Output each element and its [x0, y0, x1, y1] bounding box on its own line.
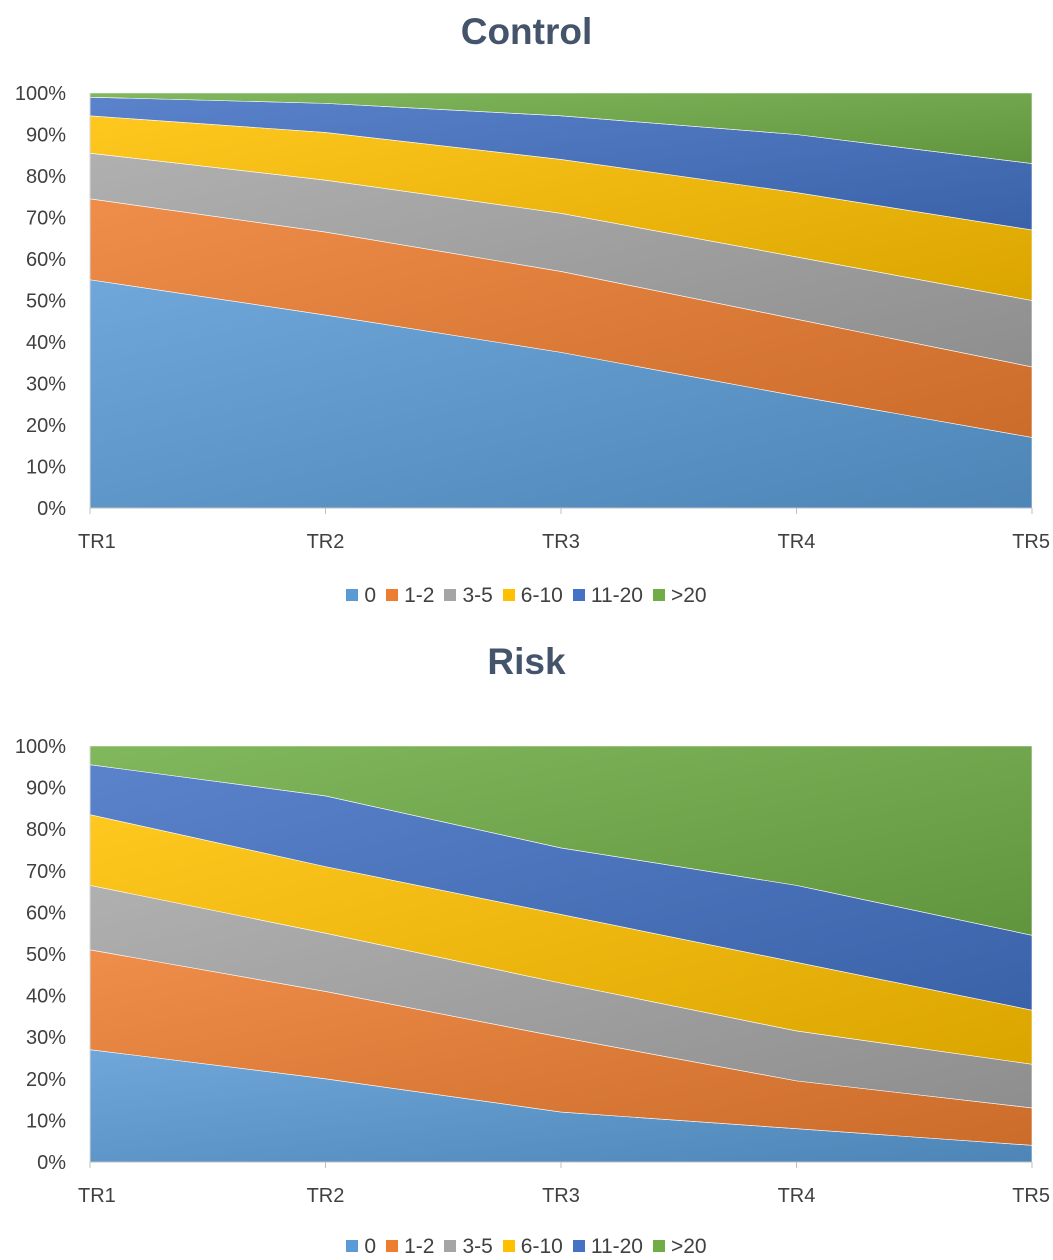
x-tick-label: TR1	[78, 1185, 116, 1207]
x-tick-label: TR3	[542, 531, 580, 553]
chart-plot-area: 0% 10% 20% 30% 40% 50% 60% 70% 80% 90% 100% TR1 TR2 T…	[0, 0, 1053, 630]
control-chart: Control 0% 10% 20% 30% 40% 50% 60% 70% 80% 90% 100…	[0, 0, 1053, 630]
legend-item: 1-2	[386, 1235, 434, 1259]
legend-item: 0	[346, 584, 376, 608]
legend-swatch	[346, 1240, 358, 1252]
legend-swatch	[503, 589, 515, 601]
y-tick-label: 100%	[15, 736, 66, 758]
legend-item: >20	[653, 584, 707, 608]
legend-swatch	[444, 1240, 456, 1252]
y-tick-label: 70%	[26, 861, 66, 883]
chart-plot-area: 0% 10% 20% 30% 40% 50% 60% 70% 80% 90% 100% TR1 TR2 T…	[0, 630, 1053, 1260]
legend-swatch	[503, 1240, 515, 1252]
y-tick-label: 10%	[26, 1110, 66, 1132]
chart-legend: 0 1-2 3-5 6-10 11-20 >20	[0, 1235, 1053, 1259]
x-tick-label: TR4	[778, 1185, 816, 1207]
legend-item: 11-20	[573, 1235, 643, 1259]
legend-item: >20	[653, 1235, 707, 1259]
legend-label: >20	[671, 1235, 707, 1258]
y-tick-label: 40%	[26, 986, 66, 1008]
x-tick-label: TR1	[78, 531, 116, 553]
legend-item: 3-5	[444, 584, 492, 608]
y-tick-label: 60%	[26, 902, 66, 924]
y-tick-label: 80%	[26, 819, 66, 841]
legend-swatch	[444, 589, 456, 601]
y-tick-label: 90%	[26, 125, 66, 147]
y-tick-label: 50%	[26, 291, 66, 313]
y-tick-label: 70%	[26, 208, 66, 230]
legend-item: 0	[346, 1235, 376, 1259]
chart-legend: 0 1-2 3-5 6-10 11-20 >20	[0, 584, 1053, 608]
legend-swatch	[386, 589, 398, 601]
y-tick-label: 20%	[26, 1069, 66, 1091]
legend-label: 3-5	[462, 584, 492, 607]
legend-label: 6-10	[521, 1235, 563, 1258]
legend-swatch	[653, 1240, 665, 1252]
legend-label: 3-5	[462, 1235, 492, 1258]
x-tick-label: TR3	[542, 1185, 580, 1207]
y-tick-label: 80%	[26, 166, 66, 188]
y-tick-label: 0%	[37, 1152, 66, 1174]
y-tick-label: 20%	[26, 415, 66, 437]
legend-label: 0	[364, 584, 376, 607]
y-tick-label: 30%	[26, 1027, 66, 1049]
x-tick-label: TR5	[1012, 531, 1050, 553]
x-tick-label: TR5	[1012, 1185, 1050, 1207]
legend-swatch	[573, 1240, 585, 1252]
legend-label: 1-2	[404, 1235, 434, 1258]
legend-label: 6-10	[521, 584, 563, 607]
x-tick-label: TR4	[778, 531, 816, 553]
legend-item: 3-5	[444, 1235, 492, 1259]
y-tick-label: 60%	[26, 249, 66, 271]
legend-item: 6-10	[503, 584, 563, 608]
legend-label: 1-2	[404, 584, 434, 607]
y-tick-label: 0%	[37, 498, 66, 520]
legend-item: 1-2	[386, 584, 434, 608]
y-tick-label: 30%	[26, 374, 66, 396]
y-tick-label: 100%	[15, 83, 66, 105]
legend-swatch	[573, 589, 585, 601]
y-tick-label: 10%	[26, 457, 66, 479]
legend-label: 11-20	[591, 584, 643, 607]
legend-swatch	[653, 589, 665, 601]
y-tick-label: 40%	[26, 332, 66, 354]
legend-swatch	[346, 589, 358, 601]
y-tick-label: 90%	[26, 778, 66, 800]
x-tick-label: TR2	[307, 531, 345, 553]
y-tick-label: 50%	[26, 944, 66, 966]
legend-item: 6-10	[503, 1235, 563, 1259]
legend-label: >20	[671, 584, 707, 607]
legend-label: 0	[364, 1235, 376, 1258]
risk-chart: Risk 0% 10% 20% 30% 40% 50% 60% 70% 80% 90% 100% TR…	[0, 630, 1053, 1260]
legend-label: 11-20	[591, 1235, 643, 1258]
legend-swatch	[386, 1240, 398, 1252]
x-tick-label: TR2	[307, 1185, 345, 1207]
legend-item: 11-20	[573, 584, 643, 608]
